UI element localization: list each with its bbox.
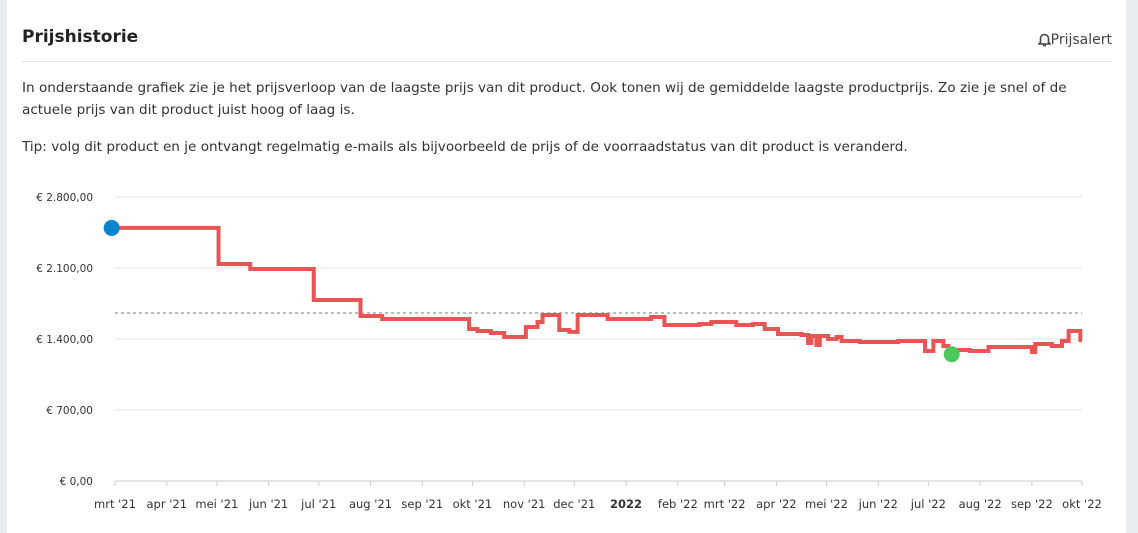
price-alert-button[interactable]: Prijsalert [1037,32,1112,48]
price-alert-label: Prijsalert [1050,32,1112,48]
x-tick-label: feb '22 [658,497,698,511]
x-tick-label: 2022 [610,497,642,511]
y-tick-label: € 0,00 [60,476,93,488]
x-tick-label: jun '22 [858,497,898,511]
y-tick-label: € 2.100,00 [36,263,93,275]
x-tick-label: jul '21 [300,497,336,511]
y-tick-label: € 2.800,00 [36,192,93,204]
tip-text: Tip: volg dit product en je ontvangt reg… [22,139,908,155]
x-tick-label: sep '21 [401,497,443,511]
x-tick-label: apr '21 [147,497,188,511]
intro-text: In onderstaande grafiek zie je het prijs… [22,80,1067,118]
price-line [111,225,1083,354]
lowest-price-marker [943,346,960,363]
x-tick-label: mei '22 [805,497,848,511]
x-tick-label: mrt '21 [94,497,136,511]
x-tick-label: dec '21 [553,497,595,511]
x-tick-label: okt '22 [1062,497,1102,511]
y-tick-label: € 700,00 [46,405,93,417]
x-tick-label: sep '22 [1011,497,1053,511]
x-tick-label: apr '22 [756,497,797,511]
x-tick-label: mrt '22 [704,497,746,511]
x-tick-label: aug '22 [959,497,1002,511]
x-tick-label: mei '21 [195,497,238,511]
bell-icon [1037,33,1051,47]
x-tick-label: nov '21 [503,497,546,511]
x-tick-label: okt '21 [453,497,493,511]
header-divider [22,61,1112,62]
y-tick-label: € 1.400,00 [36,334,93,346]
start-price-marker [103,219,120,236]
x-tick-label: aug '21 [349,497,392,511]
price-history-card: Prijshistorie Prijsalert In onderstaande… [7,0,1126,533]
section-title: Prijshistorie [22,27,139,47]
x-tick-label: jul '22 [910,497,946,511]
x-tick-label: jun '21 [248,497,288,511]
